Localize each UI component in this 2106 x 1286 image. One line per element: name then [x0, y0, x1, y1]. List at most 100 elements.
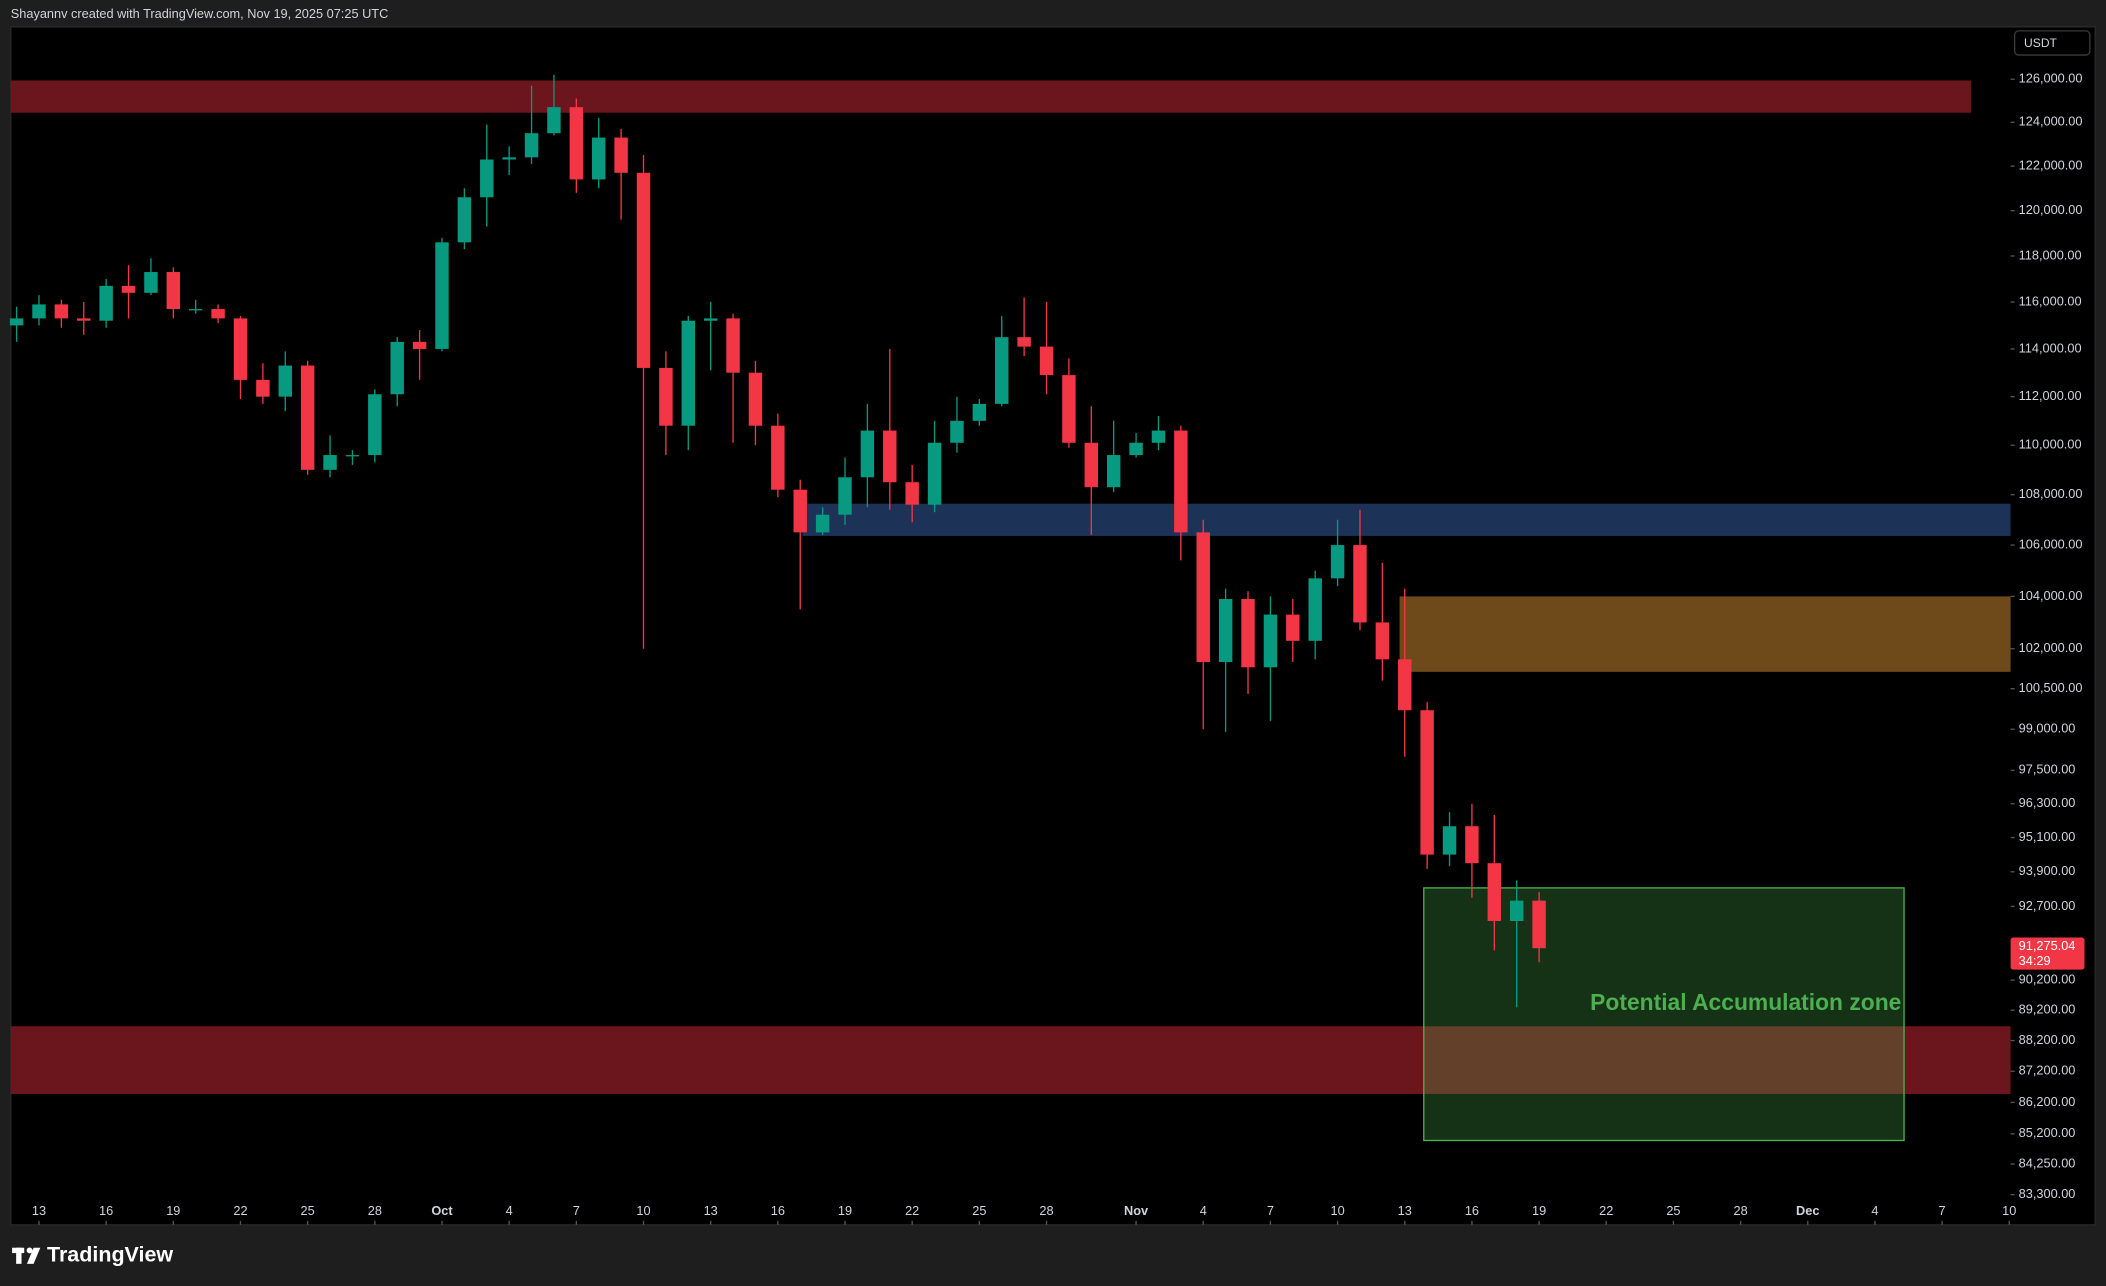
- zone: [802, 503, 2011, 536]
- x-tick-label: 25: [1666, 1203, 1680, 1218]
- candle-body: [77, 318, 91, 321]
- x-tick-label: 28: [368, 1203, 382, 1218]
- y-tick-label: 83,300.00: [2019, 1186, 2076, 1201]
- x-tick-label: Nov: [1124, 1203, 1149, 1218]
- currency: USDT: [2024, 36, 2058, 50]
- candle-body: [1017, 337, 1031, 347]
- candle-body: [9, 318, 24, 326]
- candle-body: [681, 320, 695, 426]
- candle-body: [1487, 863, 1502, 922]
- x-tick-label: 25: [301, 1203, 315, 1218]
- x-tick-label: 28: [1734, 1203, 1748, 1218]
- x-tick-label: 10: [2002, 1203, 2016, 1218]
- y-tick-label: 88,200.00: [2019, 1032, 2076, 1047]
- candle-body: [1353, 545, 1367, 623]
- y-tick-label: 120,000.00: [2019, 202, 2083, 217]
- candle-body: [950, 420, 964, 443]
- candle-body: [435, 242, 449, 349]
- candle-body: [793, 489, 807, 533]
- candle-body: [300, 365, 315, 470]
- candle-body: [1241, 599, 1255, 668]
- x-tick-label: 16: [771, 1203, 785, 1218]
- x-tick-label: 4: [506, 1203, 513, 1218]
- candle-body: [838, 477, 852, 515]
- candle-body: [1084, 442, 1099, 488]
- candle-body: [502, 157, 516, 160]
- candle-body: [1196, 532, 1210, 662]
- zone: [10, 80, 1972, 113]
- x-tick-label: 22: [233, 1203, 247, 1218]
- candle-body: [54, 304, 69, 319]
- candle-body: [1375, 622, 1390, 660]
- zone: [10, 1026, 2011, 1094]
- zone-label: Potential Accumulation zone: [1590, 989, 1901, 1015]
- x-tick-label: 7: [573, 1203, 580, 1218]
- y-tick-label: 84,250.00: [2019, 1155, 2076, 1170]
- candle-body: [771, 425, 785, 490]
- y-tick-label: 114,000.00: [2019, 340, 2082, 355]
- x-tick-label: 19: [1532, 1203, 1546, 1218]
- candle-body: [1129, 442, 1143, 456]
- y-tick-label: 110,000.00: [2019, 437, 2082, 452]
- currency-box[interactable]: [2013, 30, 2091, 56]
- x-tick-label: 10: [636, 1203, 650, 1218]
- y-tick-label: 100,500.00: [2019, 680, 2083, 695]
- candle-body: [412, 341, 427, 349]
- x-tick-label: 25: [972, 1203, 986, 1218]
- x-tick-label: 16: [1465, 1203, 1479, 1218]
- candle-body: [524, 133, 539, 158]
- candle-body: [144, 272, 158, 293]
- candle-body: [1330, 545, 1345, 579]
- candle-body: [659, 367, 673, 426]
- y-tick-label: 124,000.00: [2019, 114, 2083, 129]
- candle-body: [1532, 900, 1546, 949]
- brand-logo: [12, 1247, 41, 1264]
- candle-body: [726, 318, 740, 373]
- x-tick-label: 7: [1939, 1203, 1946, 1218]
- candle-body: [1218, 599, 1233, 662]
- candle-body: [1286, 614, 1300, 641]
- x-tick-label: 4: [1200, 1203, 1207, 1218]
- candle-body: [323, 455, 337, 470]
- candle-body: [166, 272, 181, 310]
- candle-body: [1174, 430, 1188, 533]
- candle-body: [636, 172, 651, 368]
- candle-body: [972, 403, 987, 421]
- candle-body: [368, 394, 382, 456]
- y-tick-label: 90,200.00: [2019, 972, 2076, 987]
- candle-body: [748, 372, 763, 426]
- candle-body: [614, 137, 628, 173]
- x-tick-label: 19: [838, 1203, 852, 1218]
- candle-body: [815, 514, 830, 533]
- candle-body: [860, 430, 875, 478]
- credit: Shayannv created with TradingView.com, N…: [11, 6, 389, 21]
- candle-body: [1151, 430, 1166, 443]
- y-tick-label: 106,000.00: [2019, 536, 2083, 551]
- candle-body: [390, 341, 404, 395]
- candle-body: [569, 107, 584, 180]
- current-price-box: [2010, 937, 2085, 970]
- x-tick-label: 16: [99, 1203, 113, 1218]
- candle-body: [345, 455, 360, 457]
- x-tick-label: Oct: [431, 1203, 453, 1218]
- y-tick-label: 92,700.00: [2019, 898, 2076, 913]
- y-tick-label: 85,200.00: [2019, 1125, 2076, 1140]
- candle-body: [995, 337, 1009, 404]
- candle-body: [592, 137, 606, 180]
- candle-body: [883, 430, 897, 483]
- y-tick-label: 96,300.00: [2019, 795, 2076, 810]
- x-tick-label: 13: [32, 1203, 46, 1218]
- x-tick-label: 19: [166, 1203, 180, 1218]
- candle-body: [278, 365, 292, 397]
- candle-body: [1062, 375, 1076, 443]
- y-tick-label: 87,200.00: [2019, 1063, 2076, 1078]
- x-tick-label: 7: [1267, 1203, 1274, 1218]
- candle-body: [1039, 346, 1054, 376]
- candle-body: [1420, 710, 1434, 855]
- x-tick-label: 13: [1398, 1203, 1412, 1218]
- candle-body: [1509, 900, 1524, 922]
- x-tick-label: Dec: [1796, 1203, 1819, 1218]
- y-tick-label: 112,000.00: [2019, 388, 2082, 403]
